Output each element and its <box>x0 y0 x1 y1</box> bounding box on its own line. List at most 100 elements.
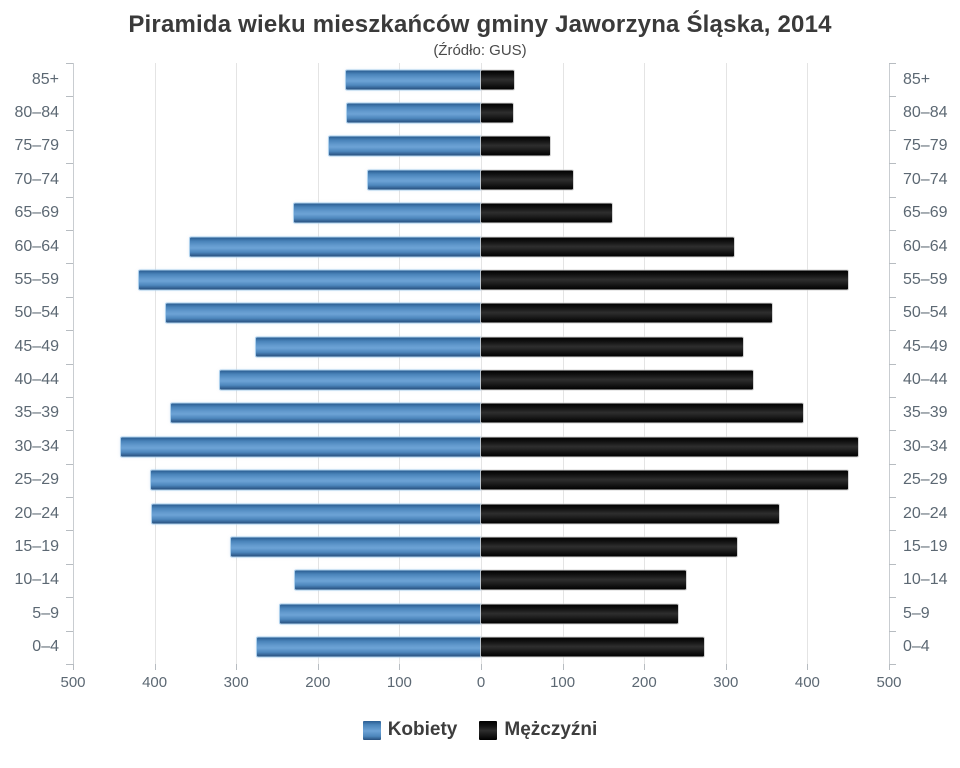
age-label-left: 25–29 <box>14 471 60 489</box>
left-axis-tick <box>66 163 73 165</box>
bar-track <box>73 163 889 196</box>
bar-women-30–34 <box>121 437 481 457</box>
bar-women-70–74 <box>368 170 481 190</box>
bar-men-10–14 <box>481 570 686 590</box>
bar-women-75–79 <box>329 136 481 156</box>
x-axis-tick-label: 300 <box>713 674 739 691</box>
x-axis-tick <box>644 664 646 670</box>
age-label-left: 10–14 <box>14 571 60 589</box>
gridline <box>154 63 156 664</box>
left-axis-tick <box>66 497 73 499</box>
bar-women-10–14 <box>294 570 481 590</box>
x-axis-tick-label: 0 <box>476 674 486 691</box>
bar-men-70–74 <box>481 170 574 190</box>
left-axis-tick <box>66 330 73 332</box>
bar-men-25–29 <box>481 470 849 490</box>
gridline <box>481 63 482 664</box>
bar-women-85+ <box>345 70 481 90</box>
bar-men-35–39 <box>481 403 804 423</box>
age-label-left: 0–4 <box>32 638 59 656</box>
age-label-left: 70–74 <box>14 170 60 188</box>
x-axis-tick-label: 100 <box>386 674 412 691</box>
pyramid-row: 0–4 0–4 <box>0 630 960 663</box>
right-axis-tick <box>889 463 896 465</box>
left-axis-tick <box>66 463 73 465</box>
x-axis-tick <box>236 664 238 670</box>
bar-men-50–54 <box>481 303 773 323</box>
gridline <box>73 63 74 664</box>
age-label-left: 20–24 <box>14 504 60 522</box>
x-axis-tick <box>154 664 156 670</box>
left-axis-tick <box>66 129 73 131</box>
pyramid-row: 20–24 20–24 <box>0 497 960 530</box>
x-axis-tick <box>562 664 564 670</box>
pyramid-row: 5–9 5–9 <box>0 597 960 630</box>
pyramid-row: 35–39 35–39 <box>0 397 960 430</box>
left-axis-tick <box>66 530 73 532</box>
age-label-left: 85+ <box>31 70 59 88</box>
bar-track <box>73 564 889 597</box>
age-label-right: 60–64 <box>903 237 948 255</box>
bar-women-20–24 <box>152 504 481 524</box>
age-label-left: 80–84 <box>14 104 60 122</box>
bar-track <box>73 597 889 630</box>
legend-label-men: Mężczyźni <box>504 719 598 740</box>
x-axis-tick-label: 200 <box>305 674 331 691</box>
legend-swatch-men <box>479 720 498 740</box>
bar-men-5–9 <box>481 604 678 624</box>
age-label-left: 40–44 <box>14 371 60 389</box>
age-label-left: 30–34 <box>14 437 60 455</box>
bar-women-45–49 <box>255 337 481 357</box>
right-axis-tick <box>889 664 896 665</box>
age-label-right: 70–74 <box>903 170 948 188</box>
age-label-left: 15–19 <box>14 537 60 555</box>
left-axis-tick <box>66 430 73 432</box>
bar-women-65–69 <box>294 203 481 223</box>
right-axis-tick <box>889 396 896 398</box>
bar-track <box>73 497 889 530</box>
age-label-right: 40–44 <box>903 371 948 389</box>
age-label-right: 0–4 <box>903 638 930 656</box>
age-label-left: 50–54 <box>14 304 60 322</box>
right-axis-tick <box>889 330 896 332</box>
gridline <box>317 63 319 664</box>
age-label-right: 30–34 <box>903 437 948 455</box>
bar-men-80–84 <box>481 103 513 123</box>
right-axis-tick <box>889 129 896 131</box>
pyramid-row: 25–29 25–29 <box>0 464 960 497</box>
bar-track <box>73 363 889 396</box>
pyramid-row: 85+ 85+ <box>0 63 960 96</box>
bar-track <box>73 630 889 663</box>
bar-track <box>73 197 889 230</box>
pyramid-row: 50–54 50–54 <box>0 297 960 330</box>
bar-track <box>73 230 889 263</box>
x-axis-tick-label: 300 <box>223 674 249 691</box>
pyramid-row: 80–84 80–84 <box>0 96 960 129</box>
gridline <box>725 63 727 664</box>
age-label-right: 85+ <box>903 70 931 88</box>
right-axis-tick <box>889 229 896 231</box>
right-axis-tick <box>889 196 896 198</box>
left-axis-tick <box>66 630 73 632</box>
x-axis-tick-label: 400 <box>142 674 168 691</box>
right-axis-tick <box>889 630 896 632</box>
bar-men-20–24 <box>481 504 779 524</box>
x-axis-tick <box>481 664 482 670</box>
gridline <box>562 63 564 664</box>
plot-area <box>66 63 896 670</box>
age-label-left: 45–49 <box>14 337 60 355</box>
pyramid-row: 45–49 45–49 <box>0 330 960 363</box>
x-axis-tick-label: 200 <box>631 674 657 691</box>
left-axis-tick <box>66 196 73 198</box>
left-axis-tick <box>66 263 73 265</box>
bar-track <box>73 297 889 330</box>
pyramid-row: 70–74 70–74 <box>0 163 960 196</box>
left-axis-tick <box>66 363 73 365</box>
left-axis-tick <box>66 664 73 665</box>
bar-track <box>73 397 889 430</box>
x-axis-tick-label: 500 <box>60 674 86 691</box>
age-label-right: 10–14 <box>903 571 948 589</box>
chart-subtitle: (Źródło: GUS) <box>433 42 527 59</box>
age-label-right: 65–69 <box>903 204 948 222</box>
right-axis-tick <box>889 497 896 499</box>
